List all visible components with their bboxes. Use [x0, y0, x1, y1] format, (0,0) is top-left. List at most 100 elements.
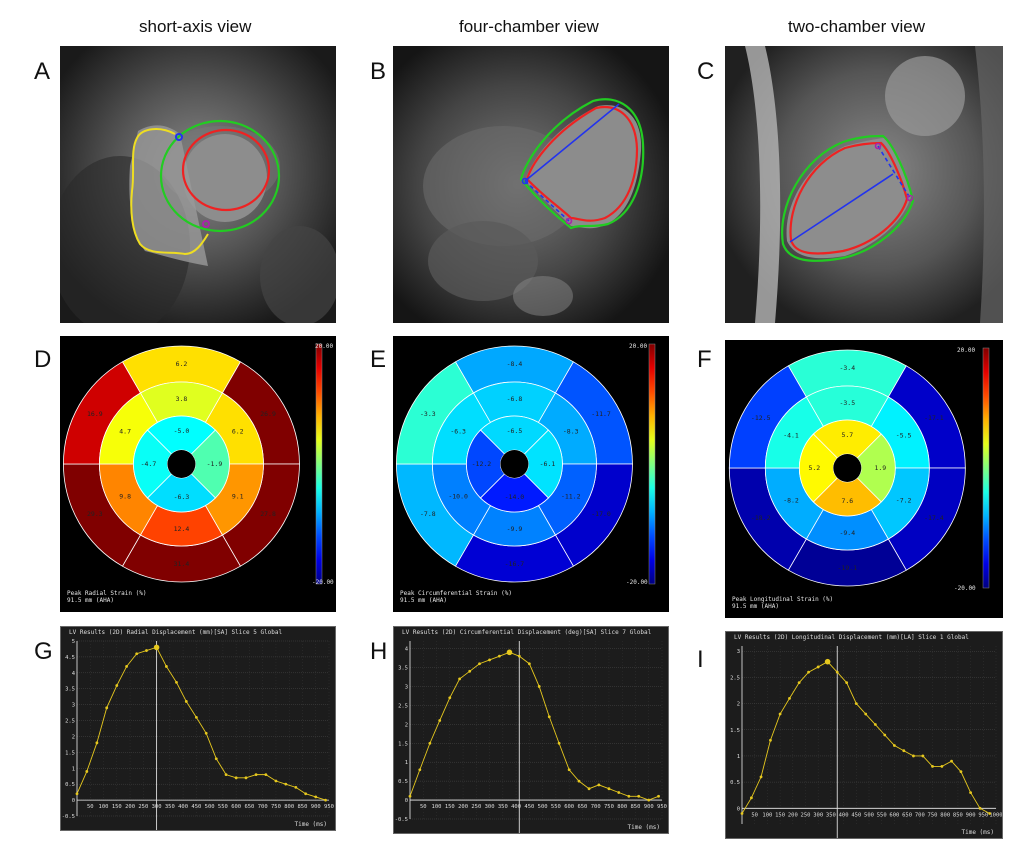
graph-2-xtick-15: 800 — [940, 812, 950, 818]
graph-0-point-25 — [324, 798, 327, 802]
graph-2-point-22 — [950, 759, 953, 763]
graph-0-point-21 — [284, 782, 288, 786]
graph-1-xtick-13: 700 — [591, 804, 601, 810]
graph-2-point-11 — [845, 681, 849, 685]
graph-0-xtick-3: 200 — [125, 804, 135, 810]
bullseye-d-colorbar — [315, 343, 323, 585]
column-title-two-chamber: two-chamber view — [788, 17, 925, 36]
graph-0-point-3 — [105, 706, 109, 710]
graph-0-xtick-17: 900 — [311, 804, 321, 810]
graph-1-xtick-16: 850 — [631, 804, 641, 810]
graph-2-xtick-6: 350 — [826, 812, 836, 818]
graph-2-xtick-1: 100 — [762, 812, 772, 818]
graph-0-point-9 — [164, 665, 168, 668]
graph-1-point-15 — [557, 741, 561, 745]
graph-1-ytick-4: 1.5 — [398, 741, 408, 747]
graph-1-ytick-5: 2 — [405, 722, 408, 728]
bullseye-d-middle-value-2: 6.2 — [232, 428, 244, 436]
graph-0-ytick-4: 1.5 — [65, 750, 75, 756]
bullseye-f-outer-value-6: -12.5 — [751, 414, 771, 422]
colorbar-radial-min: -20.00 — [312, 579, 334, 586]
bullseye-d-outer-value-2: 26.9 — [260, 410, 276, 418]
bullseye-f-inner-value-3: 7.6 — [841, 497, 853, 505]
bullseye-e-middle-value-5: -10.0 — [448, 493, 468, 501]
graph-0-point-1 — [85, 770, 89, 773]
graph-1-point-14 — [547, 715, 551, 719]
graph-0-ytick-5: 2 — [72, 734, 75, 740]
graph-2-point-17 — [902, 749, 906, 753]
graph-2-xtick-11: 600 — [889, 812, 899, 818]
bullseye-longitudinal-caption-title: Peak Longitudinal Strain (%) — [732, 596, 834, 603]
graph-2-xtick-9: 500 — [864, 812, 874, 818]
bullseye-e-outer-value-5: -7.8 — [420, 510, 436, 518]
graph-1-xtick-10: 550 — [551, 804, 561, 810]
graph-0-ytick-7: 3 — [72, 703, 75, 709]
graph-1-point-2 — [428, 741, 432, 745]
bullseye-d-middle-value-5: 9.8 — [119, 493, 131, 501]
bullseye-d-middle-value-4: 12.4 — [174, 525, 190, 533]
bullseye-f-outer-value-5: -18.2 — [751, 514, 771, 522]
graph-1-point-5 — [458, 677, 462, 681]
bullseye-e-colorbar — [648, 343, 656, 585]
bullseye-circumferential-caption: Peak Circumferential Strain (%) 91.5 mm … — [400, 590, 512, 604]
bullseye-f-middle-value-6: -4.1 — [783, 432, 799, 440]
graph-0-point-10 — [175, 680, 178, 684]
graph-2-xtick-13: 700 — [915, 812, 925, 818]
bullseye-f-center-hole — [833, 454, 862, 482]
graph-0-xtick-13: 700 — [258, 804, 268, 810]
graph-0-ytick-2: 0.5 — [65, 782, 75, 788]
graph-0-ytick-8: 3.5 — [65, 687, 75, 693]
bullseye-e-inner-value-3: -14.0 — [505, 493, 525, 501]
graph-1-point-10 — [506, 649, 513, 656]
bullseye-e-outer-value-4: -16.7 — [505, 560, 525, 568]
colorbar-circumferential-min: -20.00 — [626, 579, 648, 586]
graph-1-point-6 — [468, 669, 472, 673]
graph-radial-xlabel: Time (ms) — [294, 821, 327, 828]
graph-2-series-line — [741, 661, 990, 814]
graph-1-point-3 — [438, 719, 442, 722]
graph-1-ytick-1: 0 — [405, 798, 408, 804]
mri-short-axis-panel — [60, 46, 336, 323]
graph-1-point-9 — [497, 654, 501, 658]
bullseye-d-outer-value-5: 29.3 — [87, 510, 103, 518]
graph-2-point-23 — [959, 770, 963, 774]
graph-0-series-line — [76, 646, 326, 801]
graph-0-xtick-0: 50 — [87, 804, 94, 810]
graph-0-point-24 — [314, 795, 318, 799]
graph-0-xtick-7: 400 — [178, 804, 188, 810]
bullseye-f-middle-value-2: -5.5 — [896, 432, 912, 440]
graph-0-xtick-1: 100 — [99, 804, 109, 810]
panel-label-g: G — [34, 638, 53, 665]
graph-1-point-20 — [607, 787, 611, 791]
bullseye-radial-caption-title: Peak Radial Strain (%) — [67, 590, 147, 597]
bullseye-radial-plot: 6.2 26.9 27.8 31.4 29.3 16.9 3.8 6.2 9.1 12.4 9.8 4… — [63, 343, 323, 585]
graph-2-point-24 — [969, 791, 972, 794]
graph-1-xtick-9: 500 — [538, 804, 548, 810]
panel-label-d: D — [34, 346, 52, 373]
graph-0-point-7 — [145, 649, 148, 652]
graph-2-point-25 — [978, 806, 982, 810]
bullseye-f-inner-value-4: 5.2 — [808, 464, 820, 472]
graph-0-ytick-9: 4 — [72, 671, 76, 677]
panel-label-c: C — [697, 58, 715, 85]
graph-2-xtick-19: 1000 — [989, 812, 1002, 818]
graph-0-xtick-9: 500 — [205, 804, 215, 810]
graph-2-point-16 — [893, 744, 896, 747]
mri-four-chamber-image — [393, 46, 669, 323]
graph-1-point-16 — [567, 768, 571, 772]
panel-label-b: B — [370, 58, 387, 85]
graph-2-xtick-2: 150 — [775, 812, 785, 818]
bullseye-f-middle-value-5: -8.2 — [783, 497, 799, 505]
graph-2-point-13 — [864, 712, 868, 716]
graph-2-point-2 — [759, 775, 763, 779]
graph-circumferential-panel: LV Results (2D) Circumferential Displace… — [393, 626, 669, 834]
graph-1-point-8 — [488, 658, 491, 662]
graph-0-xtick-11: 600 — [231, 804, 241, 810]
bullseye-circumferential-caption-title: Peak Circumferential Strain (%) — [400, 590, 512, 597]
bullseye-e-middle-value-4: -9.9 — [507, 525, 523, 533]
graph-2-point-0 — [740, 812, 744, 815]
graph-1-xtick-18: 950 — [657, 804, 667, 810]
bullseye-f-outer-value-4: -19.1 — [838, 564, 858, 572]
graph-2-point-9 — [824, 658, 831, 665]
mri-four-chamber-panel — [393, 46, 669, 323]
